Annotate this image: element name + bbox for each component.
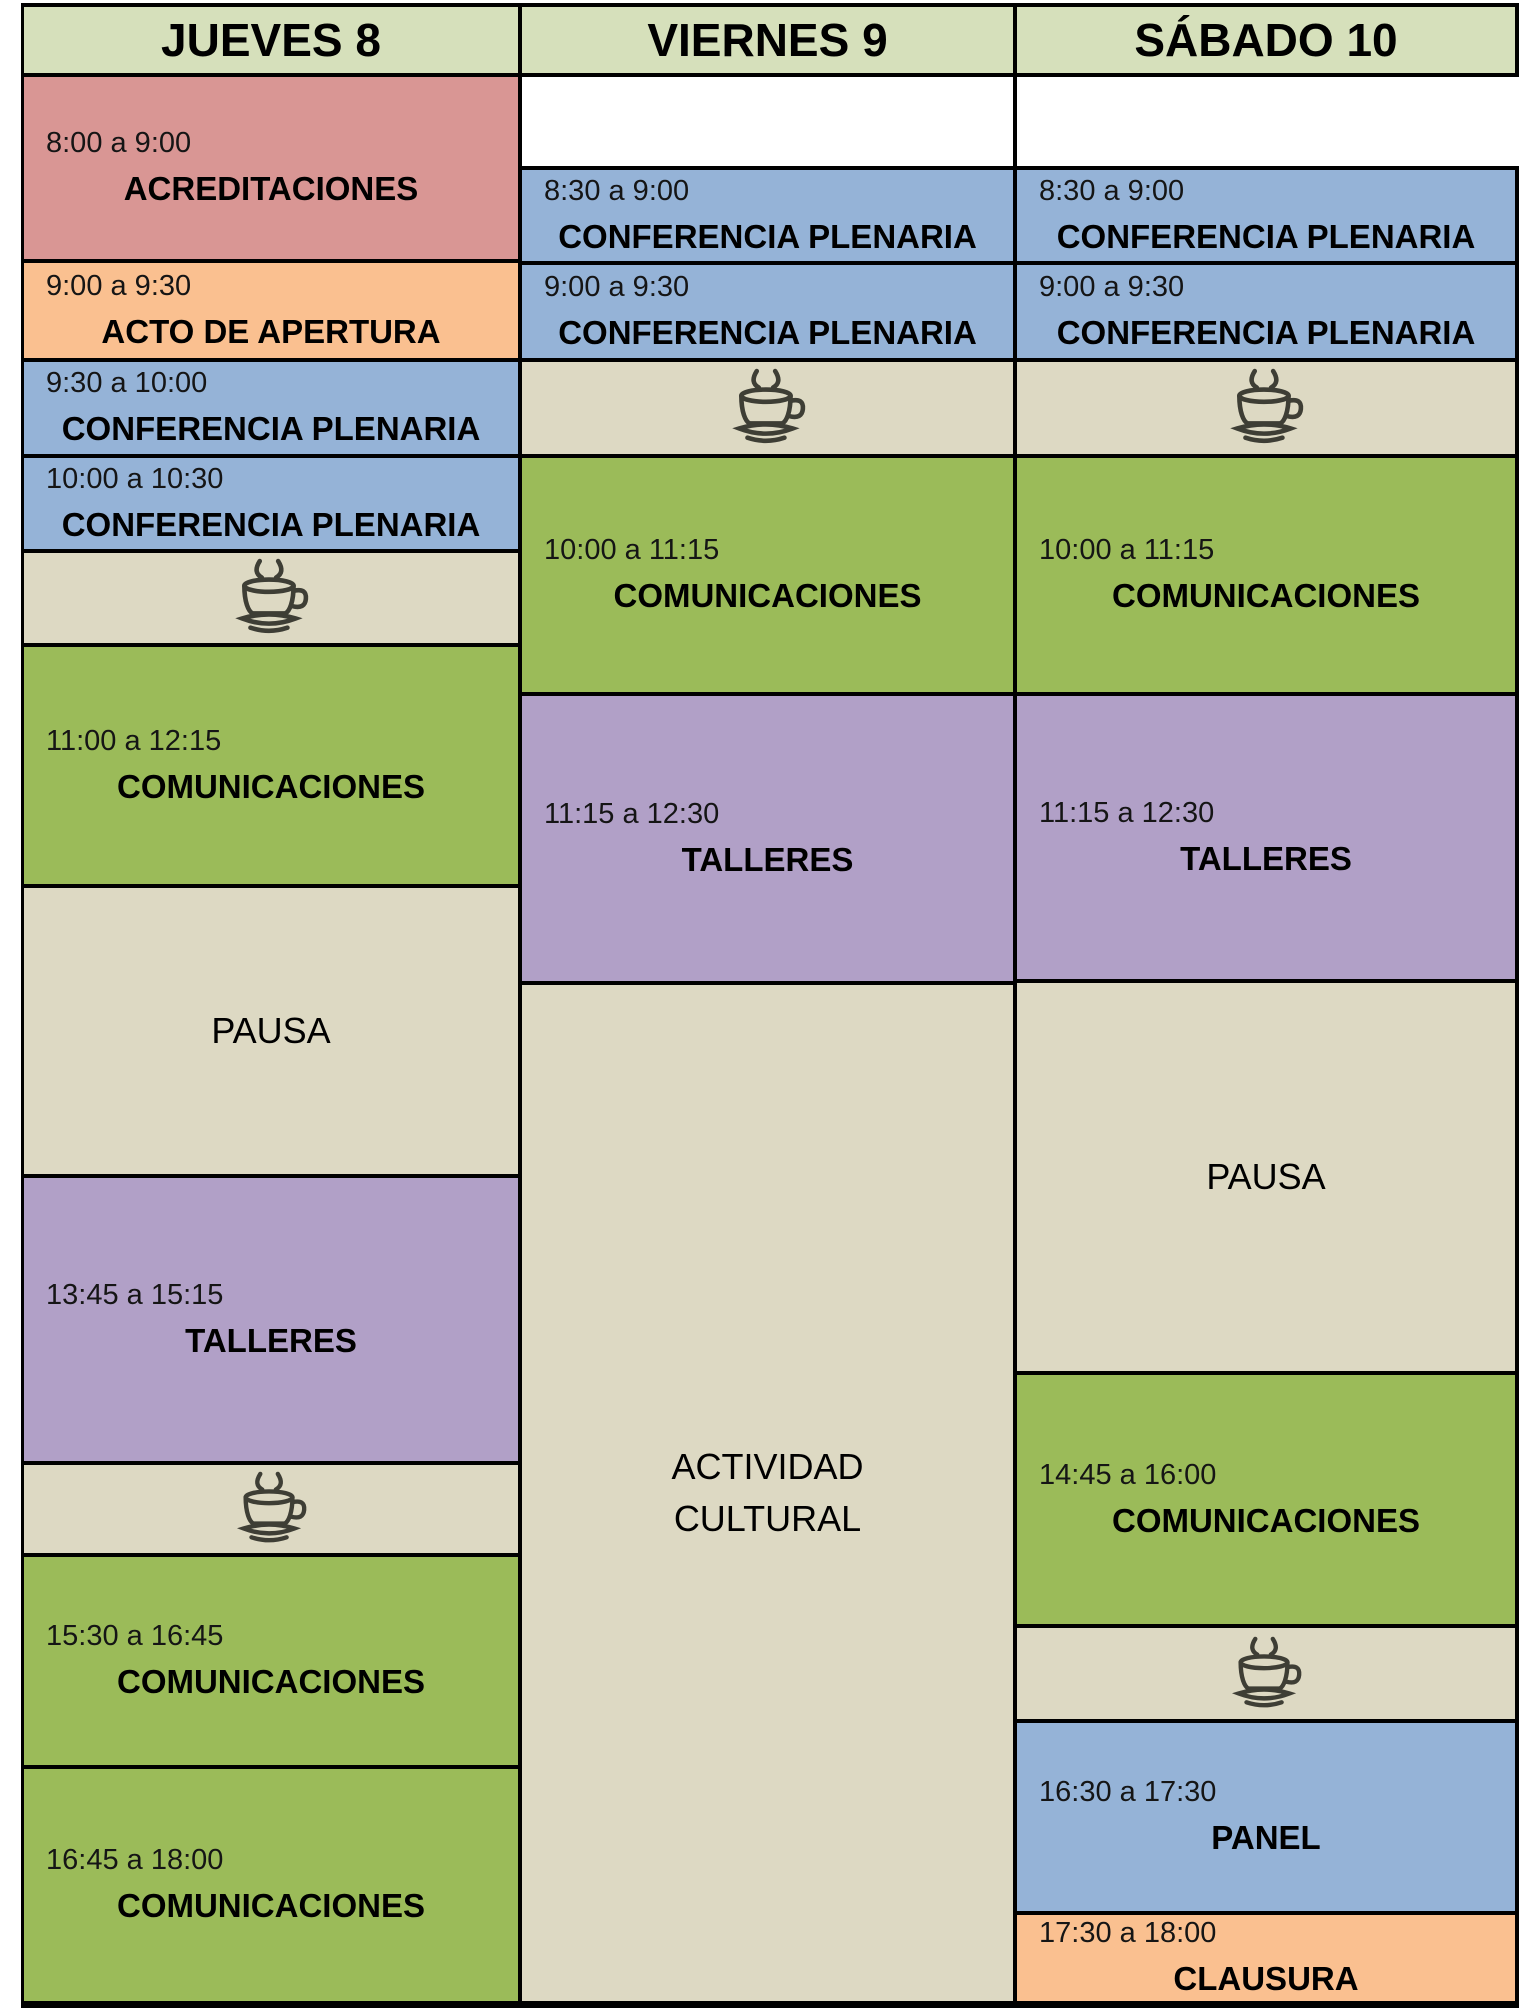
event-time: 11:00 a 12:15 <box>46 724 222 757</box>
conferencia-plenaria-cell: 10:00 a 10:30 CONFERENCIA PLENARIA <box>24 458 518 549</box>
event-title: CONFERENCIA PLENARIA <box>61 410 481 448</box>
coffee-break-cell <box>24 1465 518 1553</box>
comunicaciones-cell: 15:30 a 16:45 COMUNICACIONES <box>24 1557 518 1765</box>
event-time: 14:45 a 16:00 <box>1039 1458 1217 1491</box>
event-title: TALLERES <box>681 840 854 878</box>
empty-cell <box>522 77 1013 166</box>
day-header-label: SÁBADO 10 <box>1134 14 1398 66</box>
actividad-cultural-cell: ACTIVIDAD CULTURAL <box>522 985 1013 2001</box>
event-title: COMUNICACIONES <box>116 1663 425 1701</box>
event-title: PAUSA <box>1206 1156 1326 1198</box>
event-title: COMUNICACIONES <box>116 767 425 805</box>
event-time: 10:00 a 11:15 <box>1039 534 1215 567</box>
day-header-label: VIERNES 9 <box>647 14 888 66</box>
event-title: CONFERENCIA PLENARIA <box>61 505 481 543</box>
event-title: CONFERENCIA PLENARIA <box>558 313 977 351</box>
event-title: ACTO DE APERTURA <box>101 312 441 350</box>
event-title: PAUSA <box>211 1010 331 1052</box>
event-time: 16:30 a 17:30 <box>1039 1776 1217 1809</box>
event-title: COMUNICACIONES <box>1111 577 1420 615</box>
comunicaciones-cell: 10:00 a 11:15 COMUNICACIONES <box>1017 458 1515 692</box>
event-time: 11:15 a 12:30 <box>544 797 720 830</box>
event-time: 11:15 a 12:30 <box>1039 796 1215 829</box>
coffee-break-cell <box>1017 362 1515 454</box>
talleres-cell: 13:45 a 15:15 TALLERES <box>24 1178 518 1461</box>
event-title: PANEL <box>1211 1819 1321 1857</box>
coffee-cup-icon <box>1227 1635 1305 1713</box>
conferencia-plenaria-cell: 9:00 a 9:30 CONFERENCIA PLENARIA <box>1017 265 1515 358</box>
conferencia-plenaria-cell: 8:30 a 9:00 CONFERENCIA PLENARIA <box>1017 170 1515 261</box>
comunicaciones-cell: 11:00 a 12:15 COMUNICACIONES <box>24 647 518 884</box>
acto-apertura-cell: 9:00 a 9:30 ACTO DE APERTURA <box>24 263 518 358</box>
event-time: 9:00 a 9:30 <box>544 270 690 303</box>
talleres-cell: 11:15 a 12:30 TALLERES <box>1017 696 1515 979</box>
conferencia-plenaria-cell: 9:00 a 9:30 CONFERENCIA PLENARIA <box>522 265 1013 358</box>
event-time: 9:00 a 9:30 <box>46 269 192 302</box>
event-time: 9:00 a 9:30 <box>1039 270 1185 303</box>
event-time: 16:45 a 18:00 <box>46 1844 224 1877</box>
event-time: 13:45 a 15:15 <box>46 1278 224 1311</box>
comunicaciones-cell: 14:45 a 16:00 COMUNICACIONES <box>1017 1375 1515 1624</box>
event-title: CONFERENCIA PLENARIA <box>1056 313 1476 351</box>
panel-cell: 16:30 a 17:30 PANEL <box>1017 1723 1515 1911</box>
event-time: 8:00 a 9:00 <box>46 127 192 160</box>
event-title: ACREDITACIONES <box>123 170 419 208</box>
event-title: CONFERENCIA PLENARIA <box>558 217 977 255</box>
day-header-sabado: SÁBADO 10 <box>1017 7 1515 73</box>
coffee-cup-icon <box>1225 367 1307 449</box>
day-header-viernes: VIERNES 9 <box>522 7 1013 73</box>
conferencia-plenaria-cell: 8:30 a 9:00 CONFERENCIA PLENARIA <box>522 170 1013 261</box>
event-title: CLAUSURA <box>1173 1960 1359 1998</box>
pausa-cell: PAUSA <box>1017 983 1515 1371</box>
event-title: COMUNICACIONES <box>1111 1501 1420 1539</box>
event-title: COMUNICACIONES <box>116 1887 425 1925</box>
coffee-cup-icon <box>232 1470 310 1548</box>
coffee-cup-icon <box>230 557 312 639</box>
event-title: TALLERES <box>1180 839 1352 877</box>
event-time: 17:30 a 18:00 <box>1039 1917 1217 1950</box>
acreditaciones-cell: 8:00 a 9:00 ACREDITACIONES <box>24 77 518 259</box>
event-time: 9:30 a 10:00 <box>46 367 208 400</box>
event-title: COMUNICACIONES <box>613 577 922 615</box>
event-time: 10:00 a 10:30 <box>46 462 224 495</box>
clausura-cell: 17:30 a 18:00 CLAUSURA <box>1017 1915 1515 2001</box>
comunicaciones-cell: 10:00 a 11:15 COMUNICACIONES <box>522 458 1013 692</box>
day-header-jueves: JUEVES 8 <box>24 7 518 73</box>
event-title: ACTIVIDAD CULTURAL <box>671 1445 864 1539</box>
event-title: CONFERENCIA PLENARIA <box>1056 217 1476 255</box>
coffee-break-cell <box>1017 1628 1515 1719</box>
empty-cell <box>1017 77 1519 166</box>
day-header-label: JUEVES 8 <box>161 14 381 66</box>
event-time: 8:30 a 9:00 <box>1039 174 1185 207</box>
coffee-break-cell <box>24 553 518 643</box>
conferencia-plenaria-cell: 9:30 a 10:00 CONFERENCIA PLENARIA <box>24 362 518 454</box>
coffee-cup-icon <box>727 367 809 449</box>
coffee-break-cell <box>522 362 1013 454</box>
comunicaciones-cell: 16:45 a 18:00 COMUNICACIONES <box>24 1769 518 2001</box>
talleres-cell: 11:15 a 12:30 TALLERES <box>522 696 1013 981</box>
event-time: 15:30 a 16:45 <box>46 1620 224 1653</box>
event-title: TALLERES <box>185 1321 357 1359</box>
event-time: 10:00 a 11:15 <box>544 534 720 567</box>
pausa-cell: PAUSA <box>24 888 518 1174</box>
event-time: 8:30 a 9:00 <box>544 174 690 207</box>
